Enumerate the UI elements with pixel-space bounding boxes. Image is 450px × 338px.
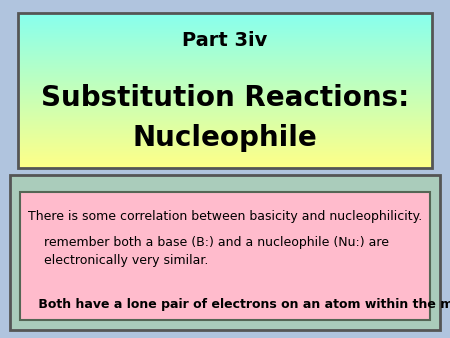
- Bar: [18, 13, 432, 168]
- Text: Substitution Reactions:: Substitution Reactions:: [41, 84, 409, 113]
- Text: Nucleophile: Nucleophile: [133, 124, 317, 152]
- Text: Part 3iv: Part 3iv: [182, 31, 268, 50]
- Text: remember both a base (B:) and a nucleophile (Nu:) are
electronically very simila: remember both a base (B:) and a nucleoph…: [44, 236, 389, 267]
- Text: Both have a lone pair of electrons on an atom within the molecule: Both have a lone pair of electrons on an…: [34, 298, 450, 311]
- Bar: [10, 175, 440, 330]
- Bar: [20, 192, 430, 320]
- Text: There is some correlation between basicity and nucleophilicity.: There is some correlation between basici…: [28, 210, 422, 223]
